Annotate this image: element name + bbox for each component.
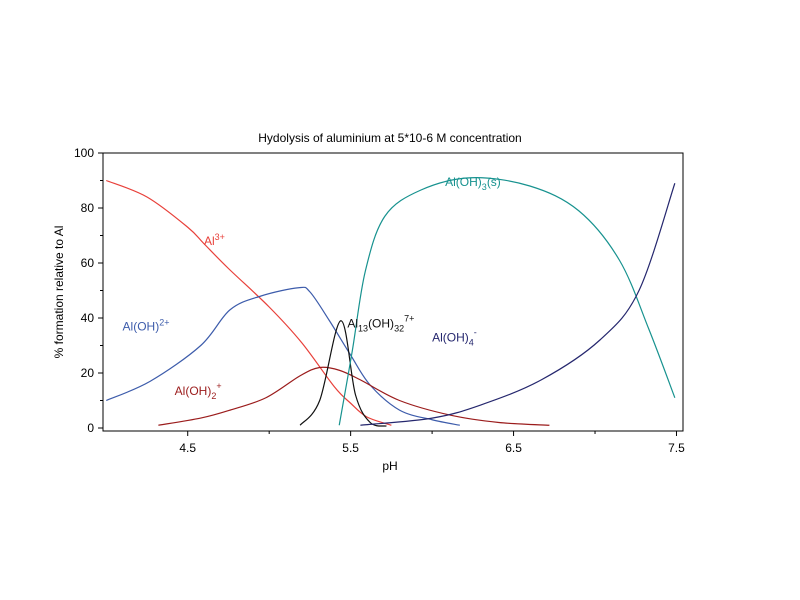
series-label-part: 3 bbox=[482, 182, 487, 192]
series-label-part: (OH) bbox=[368, 317, 394, 331]
x-tick-label: 6.5 bbox=[505, 441, 522, 455]
x-tick-label: 7.5 bbox=[668, 441, 685, 455]
x-tick-label: 5.5 bbox=[342, 441, 359, 455]
series-line-5 bbox=[360, 183, 676, 426]
series-label-part: 7+ bbox=[404, 314, 414, 324]
series-label-part: + bbox=[216, 381, 221, 391]
x-axis-label: pH bbox=[382, 459, 397, 473]
series-label-part: 32 bbox=[394, 324, 404, 334]
series-label-part: 3+ bbox=[215, 232, 225, 242]
y-axis-label: % formation relative to Al bbox=[52, 226, 66, 359]
y-tick-label: 80 bbox=[81, 201, 95, 215]
series-label-part: Al(OH) bbox=[175, 384, 212, 398]
series-label-part: 4 bbox=[469, 337, 474, 347]
y-tick-label: 100 bbox=[74, 146, 94, 160]
plot-area bbox=[102, 152, 684, 432]
series-label-part: 2+ bbox=[159, 317, 169, 327]
series-label-part: Al(OH) bbox=[123, 319, 160, 333]
series-label-part: Al bbox=[347, 317, 358, 331]
y-tick-label: 40 bbox=[81, 311, 95, 325]
series-line-1 bbox=[106, 286, 460, 426]
series-line-2 bbox=[158, 366, 550, 426]
series-label-part: Al bbox=[204, 234, 215, 248]
series-label-part: - bbox=[474, 327, 477, 337]
series-label-4: Al(OH)3(s) bbox=[445, 175, 501, 192]
series-label-part: 2 bbox=[211, 391, 216, 401]
series-label-part: 13 bbox=[358, 324, 368, 334]
series-line-3 bbox=[299, 320, 387, 427]
series-label-2: Al(OH)2+ bbox=[175, 381, 222, 401]
y-tick-label: 60 bbox=[81, 256, 95, 270]
series-label-part: Al(OH) bbox=[432, 330, 469, 344]
series-line-4 bbox=[338, 177, 676, 426]
y-tick-label: 20 bbox=[81, 366, 95, 380]
series-label-0: Al3+ bbox=[204, 232, 225, 248]
series-label-1: Al(OH)2+ bbox=[123, 317, 170, 333]
x-tick-label: 4.5 bbox=[179, 441, 196, 455]
series-label-part: (s) bbox=[487, 175, 501, 189]
chart-title: Hydolysis of aluminium at 5*10-6 M conce… bbox=[258, 131, 521, 145]
series-label-5: Al(OH)4- bbox=[432, 327, 477, 347]
series-label-3: Al13(OH)327+ bbox=[347, 314, 414, 334]
series-label-part: Al(OH) bbox=[445, 175, 482, 189]
series-line-0 bbox=[106, 179, 392, 426]
y-tick-label: 0 bbox=[87, 421, 94, 435]
